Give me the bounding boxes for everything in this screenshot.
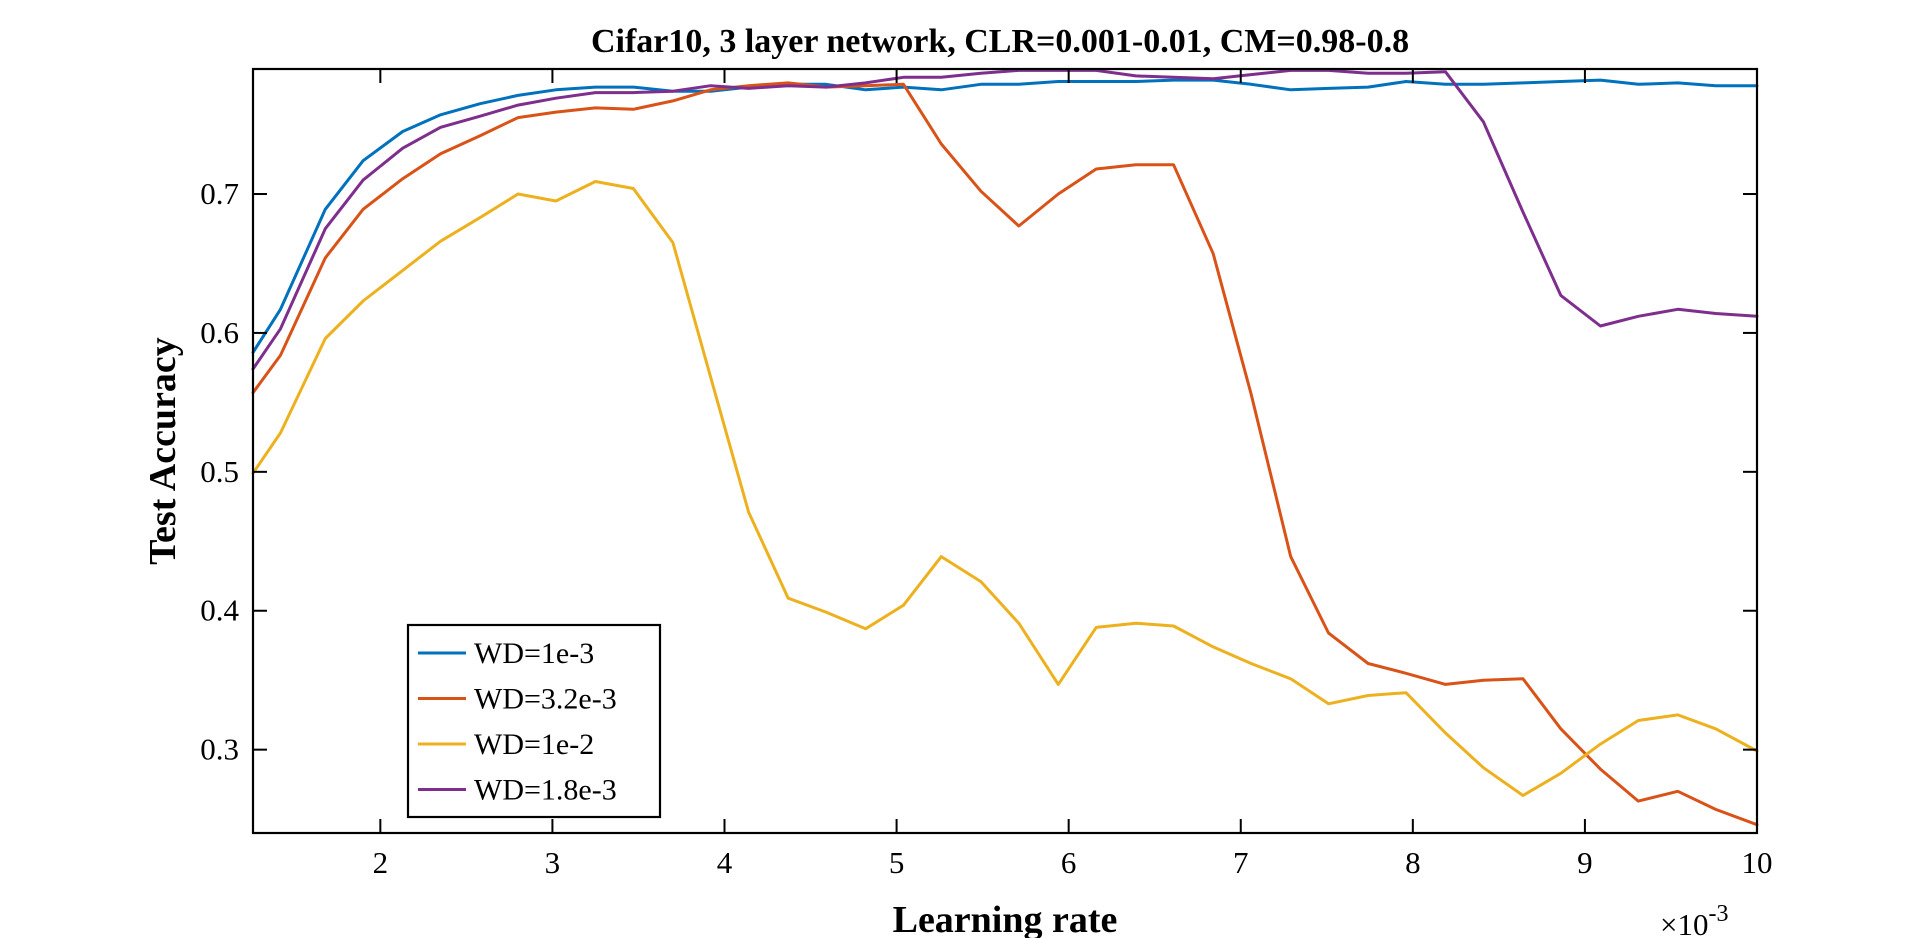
series-line-4: [251, 68, 1759, 371]
chart-title: Cifar10, 3 layer network, CLR=0.001-0.01…: [591, 23, 1409, 60]
x-tick-label: 7: [1233, 845, 1249, 880]
y-tick-label: 0.3: [200, 732, 239, 767]
series-line-3: [251, 180, 1759, 797]
legend-label: WD=1e-2: [474, 728, 594, 761]
y-tick-label: 0.6: [200, 315, 239, 350]
x-tick-label: 10: [1742, 845, 1773, 880]
series-line-1: [251, 78, 1759, 354]
x-tick-label: 2: [373, 845, 389, 880]
plot-area: [251, 68, 1759, 827]
y-tick-label: 0.5: [200, 454, 239, 489]
x-axis-exponent: ×10-3: [1660, 901, 1728, 938]
x-tick-label: 6: [1061, 845, 1077, 880]
legend: WD=1e-3 WD=3.2e-3 WD=1e-2 WD=1.8e-3: [406, 623, 662, 819]
series-line-2: [251, 81, 1759, 827]
y-axis-label: Test Accuracy: [142, 337, 184, 565]
legend-label: WD=1.8e-3: [474, 774, 617, 807]
legend-label: WD=1e-3: [474, 637, 594, 670]
x-axis-label: Learning rate: [893, 899, 1118, 938]
legend-label: WD=3.2e-3: [474, 683, 617, 716]
x-tick-label: 9: [1577, 845, 1593, 880]
exponent-base: ×10: [1660, 907, 1708, 938]
x-tick-label: 4: [717, 845, 733, 880]
y-tick-label: 0.7: [200, 176, 239, 211]
x-tick-label: 5: [889, 845, 905, 880]
exponent-power: -3: [1708, 901, 1728, 927]
legend-box: [406, 623, 662, 819]
axis-tick-labels: 2 3 4 5 6 7 8 9 10 0.3 0.4 0.5 0.6 0.7: [200, 176, 1772, 880]
axis-ticks: [253, 69, 1758, 833]
x-tick-label: 3: [545, 845, 561, 880]
x-tick-label: 8: [1405, 845, 1421, 880]
axes-box: [251, 67, 1759, 835]
y-tick-label: 0.4: [200, 593, 239, 628]
